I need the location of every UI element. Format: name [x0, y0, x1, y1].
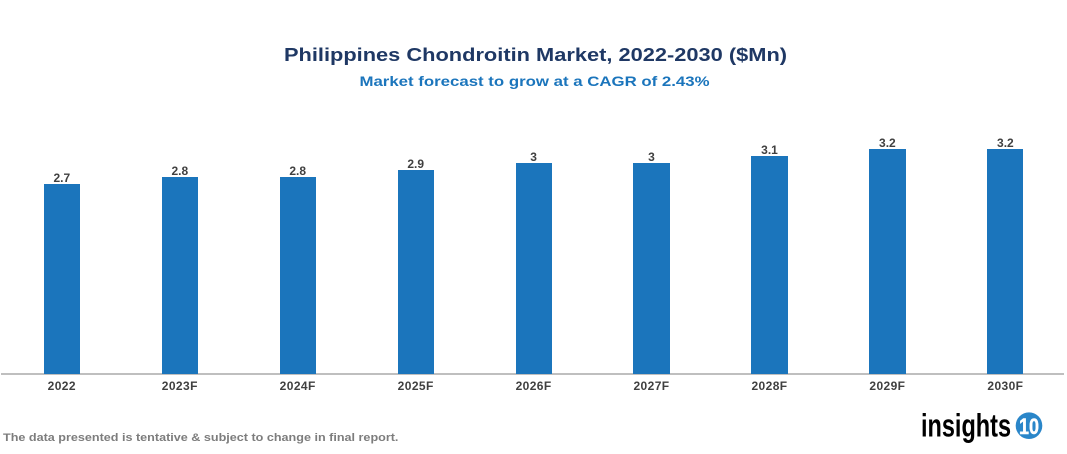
svg-text:10: 10	[1019, 414, 1039, 439]
svg-text:insights: insights	[921, 408, 1011, 444]
